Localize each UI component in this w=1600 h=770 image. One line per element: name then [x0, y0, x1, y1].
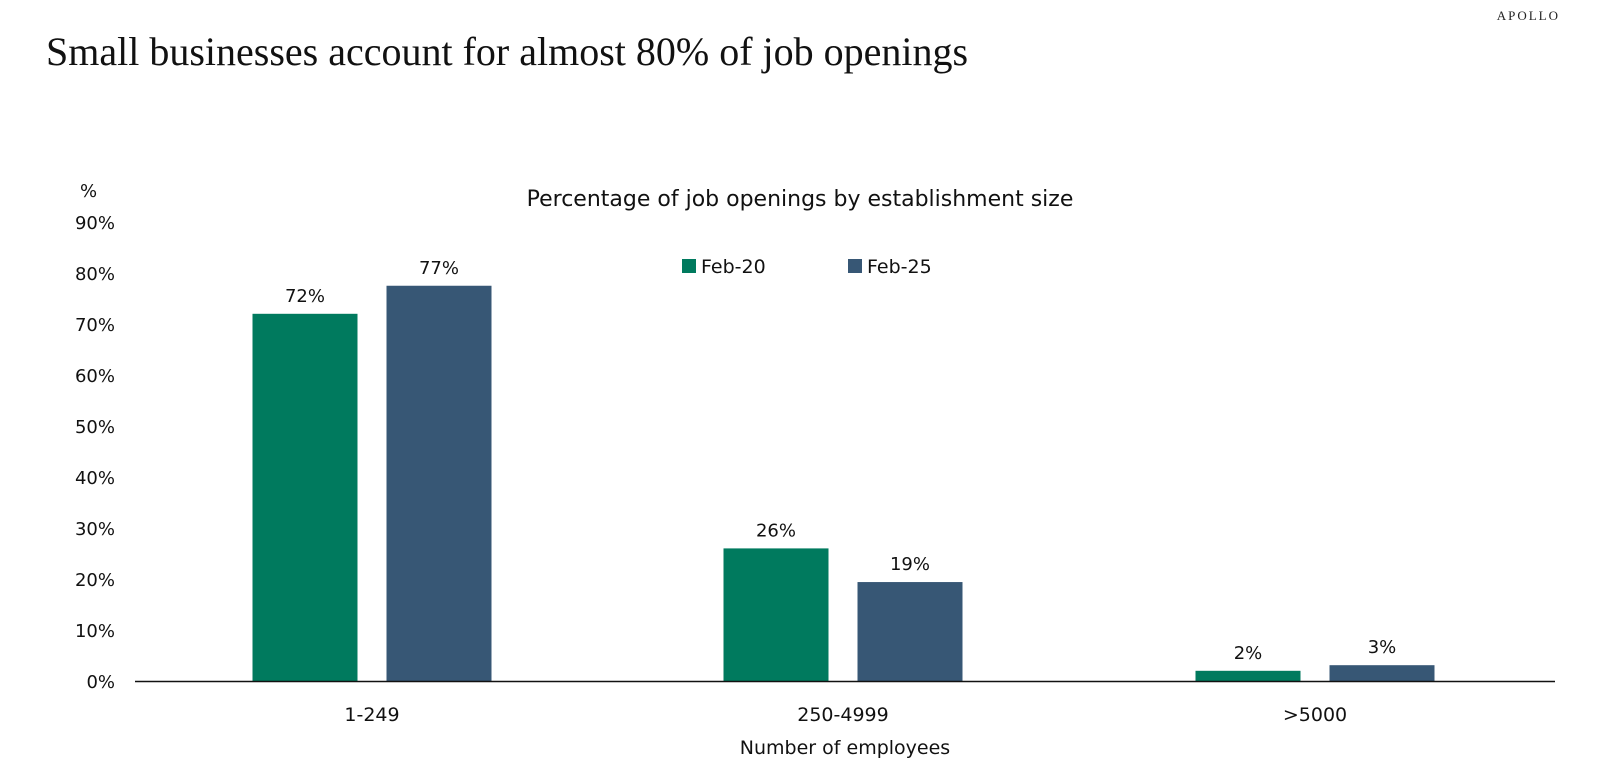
y-tick-label: 30%	[75, 519, 115, 540]
y-tick-label: 20%	[75, 570, 115, 591]
y-tick-label: 10%	[75, 621, 115, 642]
data-label: 77%	[419, 258, 459, 279]
legend-label: Feb-25	[867, 256, 932, 278]
y-tick-label: 50%	[75, 417, 115, 438]
bar-feb-25-250-4999	[857, 582, 963, 681]
y-tick-label: 0%	[86, 672, 115, 693]
bar-feb-20-1-249	[252, 313, 358, 681]
bars-group	[252, 285, 1435, 681]
data-label: 3%	[1368, 637, 1397, 658]
brand-logo: APOLLO	[1496, 8, 1560, 23]
x-axis-title: Number of employees	[740, 737, 950, 759]
x-axis: 1-249 250-4999 >5000	[344, 704, 1347, 726]
data-label: 26%	[756, 520, 796, 541]
y-tick-label: 80%	[75, 264, 115, 285]
x-tick-label: 250-4999	[797, 704, 888, 726]
bar-feb-25-1-249	[386, 285, 492, 681]
data-label: 2%	[1234, 643, 1263, 664]
legend-swatch-feb-20	[682, 259, 696, 273]
data-label: 72%	[285, 286, 325, 307]
legend-label: Feb-20	[701, 256, 766, 278]
bar-feb-25->5000	[1329, 665, 1435, 681]
x-tick-label: 1-249	[344, 704, 399, 726]
y-tick-label: 60%	[75, 366, 115, 387]
y-axis-unit-label: %	[80, 181, 97, 202]
chart-title: Percentage of job openings by establishm…	[527, 187, 1074, 212]
data-labels: 72% 77% 26% 19% 2% 3%	[285, 258, 1396, 664]
y-tick-label: 90%	[75, 213, 115, 234]
legend-swatch-feb-25	[848, 259, 862, 273]
bar-feb-20-250-4999	[723, 548, 829, 681]
y-tick-label: 40%	[75, 468, 115, 489]
page-title: Small businesses account for almost 80% …	[46, 29, 969, 74]
legend: Feb-20 Feb-25	[682, 256, 932, 278]
data-label: 19%	[890, 554, 930, 575]
bar-feb-20->5000	[1195, 670, 1301, 681]
y-axis: 0% 10% 20% 30% 40% 50% 60% 70% 80% 90%	[75, 213, 115, 693]
x-tick-label: >5000	[1283, 704, 1347, 726]
y-tick-label: 70%	[75, 315, 115, 336]
